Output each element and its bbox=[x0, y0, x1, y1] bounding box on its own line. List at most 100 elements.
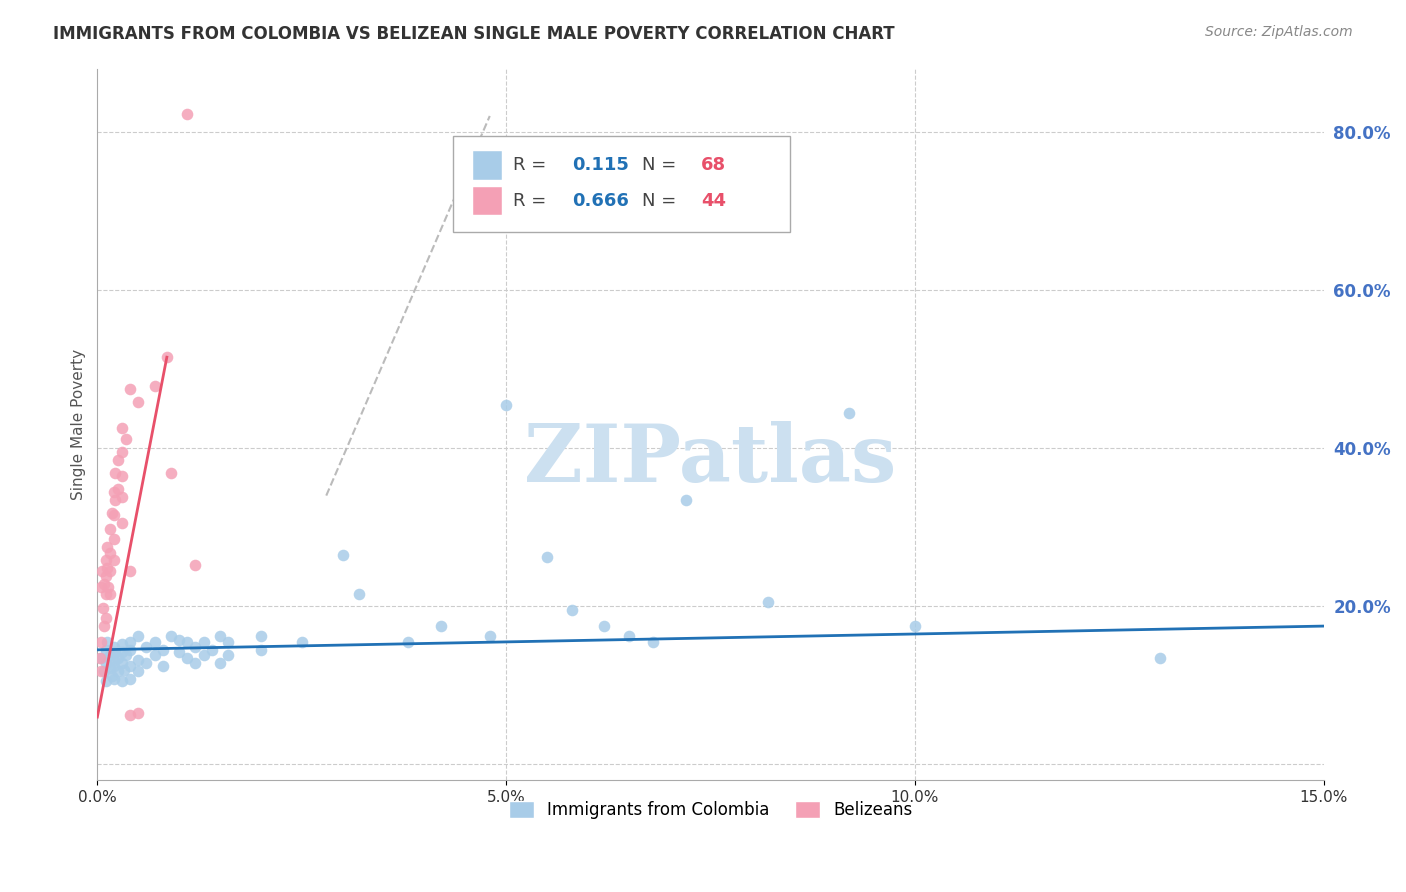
Point bbox=[96, 540, 118, 554]
FancyBboxPatch shape bbox=[453, 136, 790, 232]
Legend: Immigrants from Colombia, Belizeans: Immigrants from Colombia, Belizeans bbox=[502, 794, 918, 825]
Point bbox=[675, 492, 697, 507]
Point bbox=[94, 642, 117, 657]
FancyBboxPatch shape bbox=[472, 151, 502, 179]
Text: R =: R = bbox=[513, 156, 553, 174]
Point bbox=[97, 580, 120, 594]
Point bbox=[90, 635, 112, 649]
Point bbox=[96, 635, 118, 649]
Point bbox=[478, 629, 501, 643]
Point bbox=[127, 395, 149, 409]
Point bbox=[291, 635, 314, 649]
Point bbox=[103, 672, 125, 686]
Point bbox=[560, 603, 582, 617]
Point bbox=[143, 648, 166, 663]
Point bbox=[184, 558, 207, 573]
Point bbox=[103, 484, 125, 499]
Point bbox=[94, 587, 117, 601]
Point bbox=[104, 492, 127, 507]
Point bbox=[167, 632, 190, 647]
Point bbox=[98, 661, 121, 675]
Point bbox=[101, 506, 124, 520]
Point bbox=[156, 350, 179, 364]
Point bbox=[98, 587, 121, 601]
Point bbox=[593, 619, 616, 633]
Point bbox=[89, 650, 111, 665]
Point bbox=[111, 468, 134, 483]
Point bbox=[176, 650, 198, 665]
Point bbox=[118, 564, 141, 578]
Point bbox=[93, 664, 115, 678]
Point bbox=[107, 650, 129, 665]
Point bbox=[208, 657, 231, 671]
Point bbox=[250, 642, 273, 657]
Point bbox=[127, 629, 149, 643]
Point bbox=[94, 553, 117, 567]
Text: 44: 44 bbox=[700, 192, 725, 210]
Point bbox=[152, 642, 174, 657]
Point bbox=[135, 640, 157, 655]
Point bbox=[1149, 650, 1171, 665]
Point bbox=[91, 564, 114, 578]
Point bbox=[495, 398, 517, 412]
Text: 0.115: 0.115 bbox=[572, 156, 628, 174]
Point bbox=[91, 600, 114, 615]
Point bbox=[103, 653, 125, 667]
Point bbox=[143, 379, 166, 393]
Point bbox=[94, 611, 117, 625]
Point bbox=[193, 635, 215, 649]
Point bbox=[160, 467, 183, 481]
Point bbox=[107, 664, 129, 678]
Point bbox=[111, 657, 134, 671]
Text: N =: N = bbox=[641, 156, 682, 174]
Point bbox=[98, 648, 121, 663]
Point bbox=[127, 706, 149, 720]
Point bbox=[111, 637, 134, 651]
Point bbox=[429, 619, 451, 633]
Point bbox=[94, 674, 117, 689]
Point bbox=[838, 405, 860, 419]
Point bbox=[347, 587, 370, 601]
Point bbox=[111, 645, 134, 659]
Point bbox=[94, 657, 117, 671]
Point bbox=[396, 635, 419, 649]
Point bbox=[103, 640, 125, 655]
Text: 68: 68 bbox=[700, 156, 725, 174]
Point bbox=[98, 564, 121, 578]
Point bbox=[160, 629, 183, 643]
Point bbox=[184, 640, 207, 655]
Point bbox=[127, 653, 149, 667]
Point bbox=[115, 432, 138, 446]
Point bbox=[118, 708, 141, 723]
FancyBboxPatch shape bbox=[472, 186, 502, 215]
Point bbox=[111, 445, 134, 459]
Point bbox=[93, 619, 115, 633]
Point bbox=[217, 648, 239, 663]
Point bbox=[94, 569, 117, 583]
Point bbox=[111, 490, 134, 504]
Point bbox=[536, 550, 558, 565]
Point bbox=[104, 467, 127, 481]
Point bbox=[90, 664, 112, 678]
Point bbox=[111, 674, 134, 689]
Point bbox=[176, 107, 198, 121]
Point bbox=[98, 545, 121, 559]
Point bbox=[111, 516, 134, 531]
Point bbox=[107, 482, 129, 496]
Point bbox=[118, 672, 141, 686]
Text: R =: R = bbox=[513, 192, 553, 210]
Point bbox=[135, 657, 157, 671]
Point bbox=[756, 595, 779, 609]
Point bbox=[143, 635, 166, 649]
Point bbox=[115, 648, 138, 663]
Point bbox=[217, 635, 239, 649]
Point bbox=[107, 453, 129, 467]
Point bbox=[118, 382, 141, 396]
Point bbox=[193, 648, 215, 663]
Text: Source: ZipAtlas.com: Source: ZipAtlas.com bbox=[1205, 25, 1353, 39]
Text: IMMIGRANTS FROM COLOMBIA VS BELIZEAN SINGLE MALE POVERTY CORRELATION CHART: IMMIGRANTS FROM COLOMBIA VS BELIZEAN SIN… bbox=[53, 25, 896, 43]
Point bbox=[250, 629, 273, 643]
Point bbox=[101, 669, 124, 683]
Point bbox=[904, 619, 927, 633]
Text: ZIPatlas: ZIPatlas bbox=[524, 421, 897, 499]
